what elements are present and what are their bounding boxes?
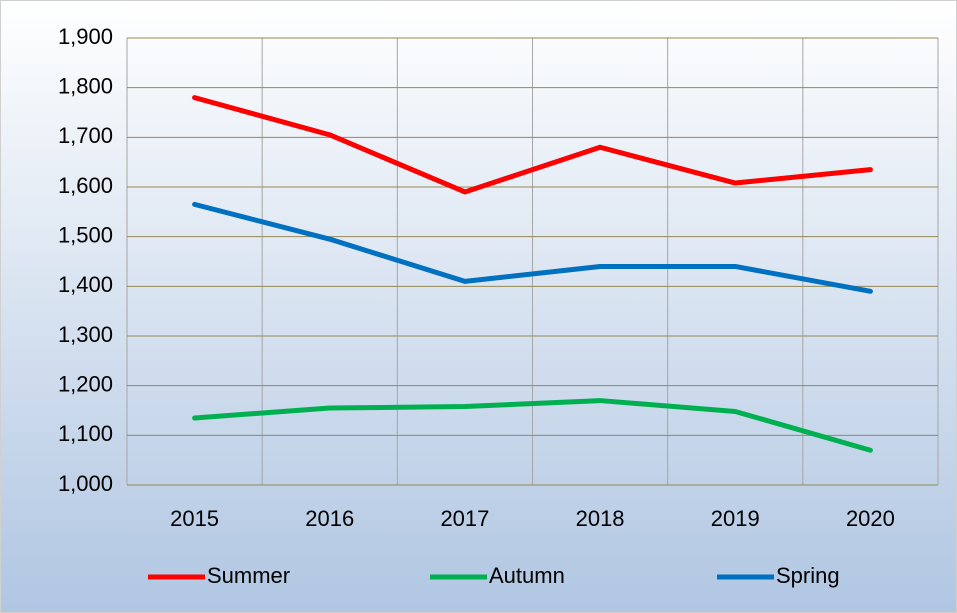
y-tick-label: 1,300 [58, 322, 113, 347]
y-tick-label: 1,800 [58, 73, 113, 98]
y-tick-label: 1,600 [58, 173, 113, 198]
y-tick-label: 1,700 [58, 123, 113, 148]
y-tick-label: 1,500 [58, 222, 113, 247]
x-tick-label: 2017 [440, 506, 489, 531]
x-tick-label: 2015 [170, 506, 219, 531]
x-tick-label: 2016 [305, 506, 354, 531]
legend-label: Summer [207, 563, 290, 588]
legend-label: Spring [776, 563, 840, 588]
y-tick-label: 1,100 [58, 421, 113, 446]
x-tick-label: 2019 [711, 506, 760, 531]
y-tick-label: 1,200 [58, 371, 113, 396]
y-tick-label: 1,900 [58, 24, 113, 49]
x-tick-label: 2018 [576, 506, 625, 531]
y-tick-label: 1,000 [58, 471, 113, 496]
series-line [192, 95, 873, 195]
y-tick-label: 1,400 [58, 272, 113, 297]
series-line [192, 398, 873, 453]
series-line [192, 201, 873, 294]
x-tick-label: 2020 [846, 506, 895, 531]
legend-label: Autumn [489, 563, 565, 588]
